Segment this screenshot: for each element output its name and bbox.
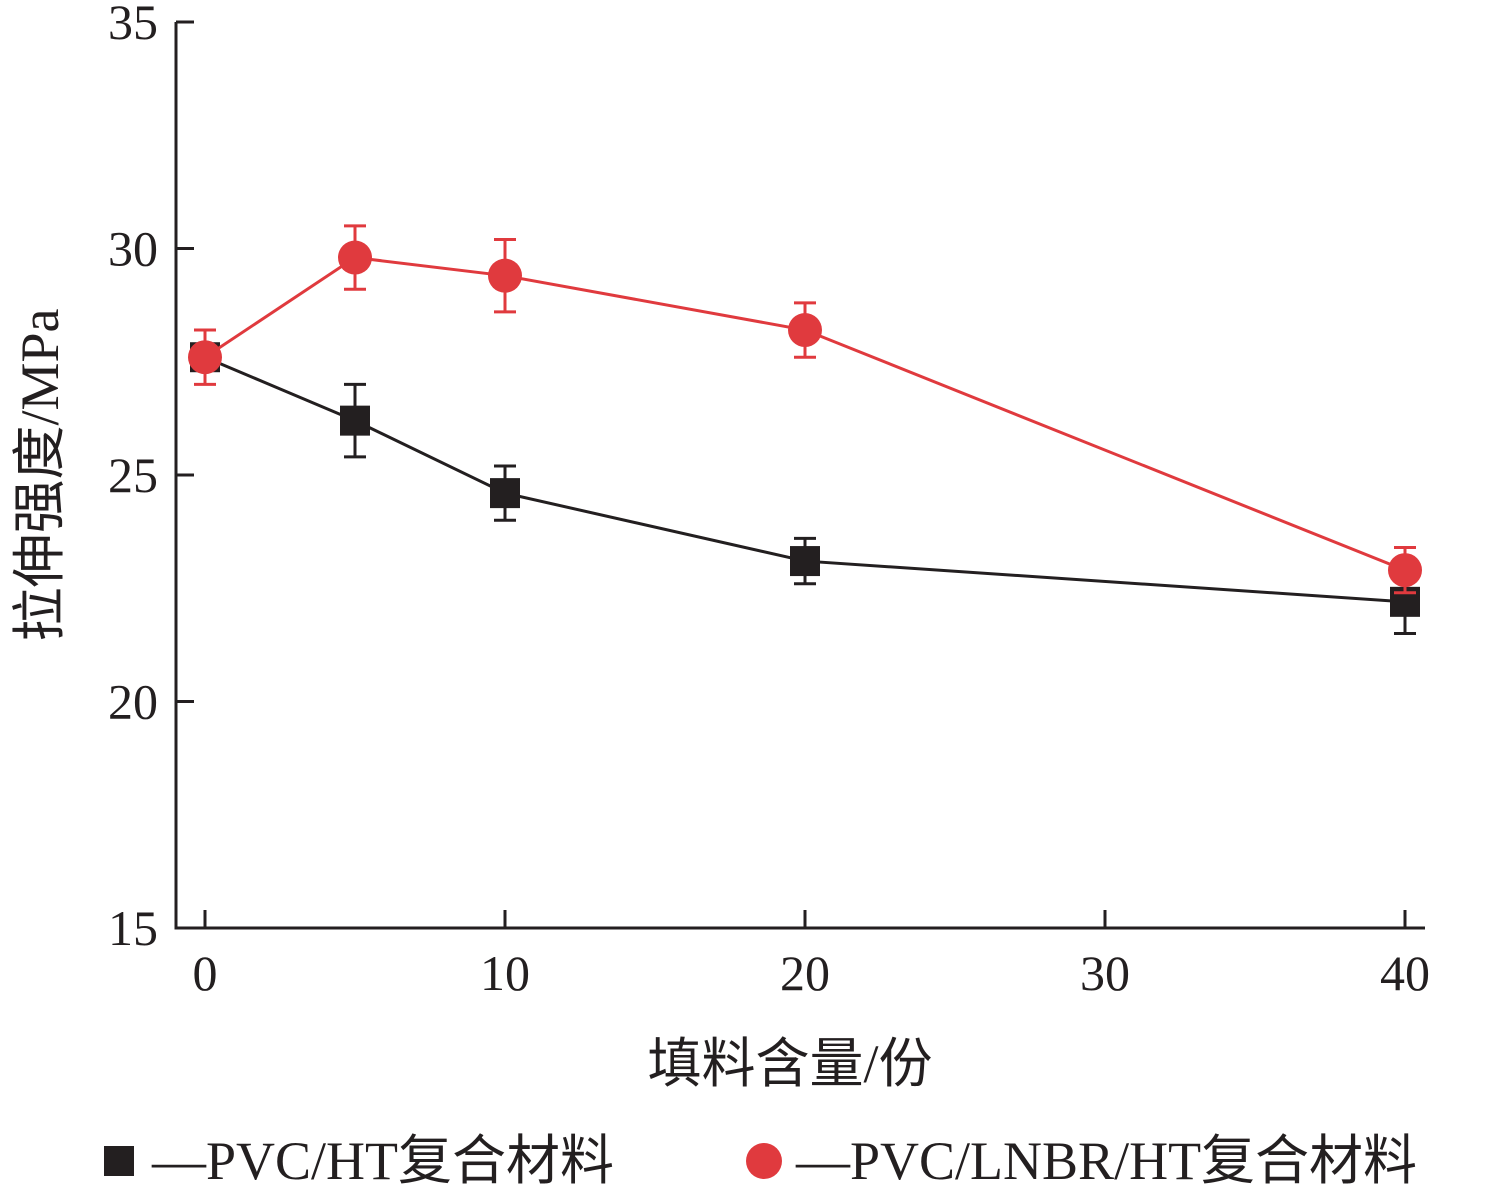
y-axis-title: 拉伸强度/MPa [10, 308, 70, 641]
data-point-circle [488, 258, 522, 293]
x-tick-label: 30 [1080, 945, 1130, 1001]
x-tick-label: 20 [780, 945, 830, 1001]
legend-item-pvc-ht: —PVC/HT复合材料 [104, 1128, 614, 1194]
tensile-strength-chart: 15 20 25 30 35 0 10 20 30 40 填料含量/份 拉伸强度/MPa [10, 0, 1430, 1094]
circle-marker-icon [746, 1143, 782, 1179]
data-point-square [490, 478, 520, 509]
data-point-circle [188, 340, 222, 375]
y-tick-label: 25 [108, 447, 158, 503]
y-tick-label: 35 [108, 0, 158, 50]
x-tick-label: 40 [1380, 945, 1430, 1001]
legend-label-pvc-ht: —PVC/HT复合材料 [152, 1131, 615, 1191]
x-axis-title: 填料含量/份 [647, 1034, 932, 1094]
data-point-circle [338, 240, 372, 275]
legend-label-pvc-lnbr-ht: —PVC/LNBR/HT复合材料 [796, 1131, 1418, 1191]
data-point-square [340, 405, 370, 436]
x-tick-label: 0 [193, 945, 218, 1001]
y-tick-label: 30 [108, 221, 158, 277]
square-marker-icon [104, 1146, 134, 1176]
data-point-circle [1388, 553, 1422, 588]
y-tick-label: 15 [108, 900, 158, 956]
data-point-circle [788, 313, 822, 348]
legend-item-pvc-lnbr-ht: —PVC/LNBR/HT复合材料 [746, 1128, 1417, 1194]
data-point-square [790, 546, 820, 577]
legend: —PVC/HT复合材料 —PVC/LNBR/HT复合材料 [0, 1128, 1490, 1194]
y-tick-label: 20 [108, 674, 158, 730]
plot-area: 15 20 25 30 35 0 10 20 30 40 [108, 0, 1430, 1001]
x-tick-label: 10 [480, 945, 530, 1001]
